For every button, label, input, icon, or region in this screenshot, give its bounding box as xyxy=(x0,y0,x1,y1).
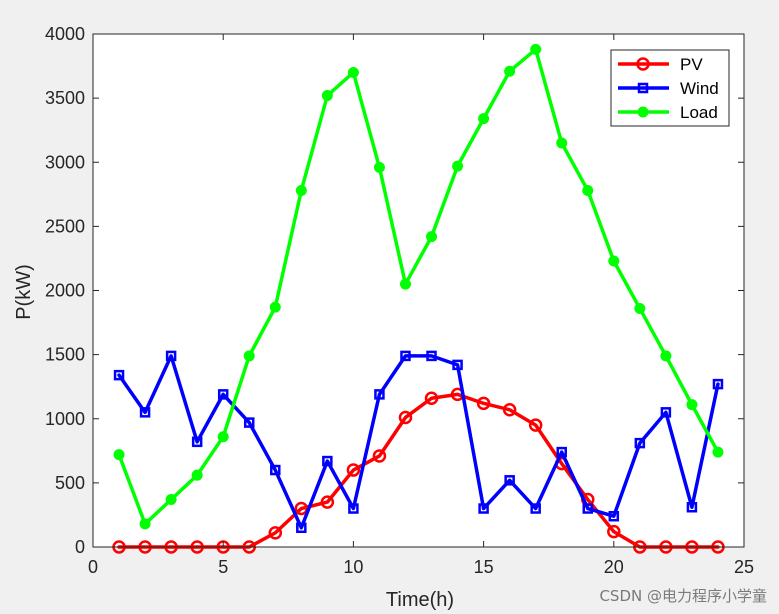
data-point-wind xyxy=(582,503,594,514)
data-point-load xyxy=(478,113,490,125)
data-point-wind xyxy=(608,510,620,522)
data-point-wind xyxy=(191,436,203,448)
data-point-wind xyxy=(556,446,567,458)
y-tick-label: 3500 xyxy=(45,88,85,108)
y-tick-label: 2000 xyxy=(45,281,85,301)
legend-item-load: Load xyxy=(618,103,718,122)
data-point-load xyxy=(712,446,724,458)
data-point-load xyxy=(321,90,333,102)
data-point-load xyxy=(191,469,203,481)
legend-marker xyxy=(637,82,649,94)
data-point-wind xyxy=(634,437,646,449)
data-point-load xyxy=(269,301,281,313)
y-tick-label: 2500 xyxy=(45,216,85,236)
y-tick-label: 4000 xyxy=(45,24,85,44)
data-point-pv xyxy=(346,463,361,477)
data-point-load xyxy=(530,43,542,55)
series-line-load xyxy=(117,47,720,526)
data-point-load xyxy=(139,518,151,530)
legend-label: PV xyxy=(680,55,703,74)
data-point-load xyxy=(113,449,125,461)
data-point-pv xyxy=(528,418,543,432)
series-wind xyxy=(113,350,724,534)
data-point-load xyxy=(399,278,411,290)
x-tick-label: 25 xyxy=(734,557,754,577)
y-tick-label: 500 xyxy=(55,473,85,493)
x-axis-label: Time(h) xyxy=(386,589,454,611)
x-tick-label: 15 xyxy=(474,557,494,577)
legend-label: Wind xyxy=(680,79,719,98)
data-point-wind xyxy=(139,407,151,418)
data-point-pv xyxy=(607,524,621,539)
x-tick-label: 0 xyxy=(88,557,98,577)
legend-marker xyxy=(636,57,650,71)
data-point-pv xyxy=(320,495,335,509)
y-tick-label: 1000 xyxy=(45,409,85,429)
y-tick-label: 1500 xyxy=(45,345,85,365)
x-tick-label: 10 xyxy=(343,557,363,577)
data-point-wind xyxy=(686,501,698,513)
legend-label: Load xyxy=(680,103,718,122)
data-point-wind xyxy=(217,389,229,400)
data-point-load xyxy=(582,184,594,196)
data-point-pv xyxy=(476,396,491,411)
x-tick-label: 5 xyxy=(218,557,228,577)
data-point-load xyxy=(426,231,438,243)
data-point-wind xyxy=(374,389,385,400)
data-point-load xyxy=(165,494,177,506)
y-axis-label: P(kW) xyxy=(13,264,35,320)
data-point-pv xyxy=(398,410,413,425)
data-point-pv xyxy=(294,501,309,516)
x-tick-label: 20 xyxy=(604,557,624,577)
data-point-wind xyxy=(426,350,437,362)
data-point-wind xyxy=(504,475,515,486)
data-point-pv xyxy=(268,526,283,540)
data-point-load xyxy=(686,399,698,411)
data-point-wind xyxy=(712,378,724,390)
data-point-wind xyxy=(530,503,541,514)
axes: 0 5 10 15 20 25 0 500 1000 1500 2000 2500 3000 3500 40… xyxy=(45,24,754,577)
data-point-load xyxy=(373,161,385,173)
data-point-wind xyxy=(660,407,672,418)
data-point-pv xyxy=(424,391,439,405)
series-load xyxy=(113,43,724,530)
y-tick-label: 3000 xyxy=(45,152,85,172)
data-point-wind xyxy=(165,350,177,362)
data-point-wind xyxy=(113,369,125,381)
data-point-wind xyxy=(296,522,307,534)
data-point-wind xyxy=(348,503,359,514)
legend: PV Wind Load xyxy=(610,49,730,127)
data-point-load xyxy=(217,431,229,443)
legend-marker xyxy=(637,106,649,118)
data-point-load xyxy=(504,65,516,77)
data-point-wind xyxy=(400,350,411,362)
data-point-pv xyxy=(502,403,517,417)
data-point-load xyxy=(660,350,672,362)
data-point-pv xyxy=(372,449,387,463)
data-point-wind xyxy=(270,464,281,476)
data-point-load xyxy=(295,184,307,196)
data-point-wind xyxy=(478,503,489,514)
data-point-load xyxy=(608,255,620,267)
data-point-load xyxy=(634,302,646,314)
data-point-wind xyxy=(452,359,463,371)
series-line-wind xyxy=(117,354,720,530)
y-tick-label: 0 xyxy=(75,537,85,557)
data-point-load xyxy=(347,66,359,78)
legend-item-wind: Wind xyxy=(618,79,719,98)
watermark: CSDN @电力程序小学童 xyxy=(599,587,767,605)
legend-item-pv: PV xyxy=(618,55,703,74)
data-point-wind xyxy=(322,455,333,467)
data-point-wind xyxy=(243,417,255,428)
data-point-load xyxy=(452,160,464,172)
data-point-load xyxy=(243,350,255,362)
data-point-load xyxy=(556,137,568,149)
